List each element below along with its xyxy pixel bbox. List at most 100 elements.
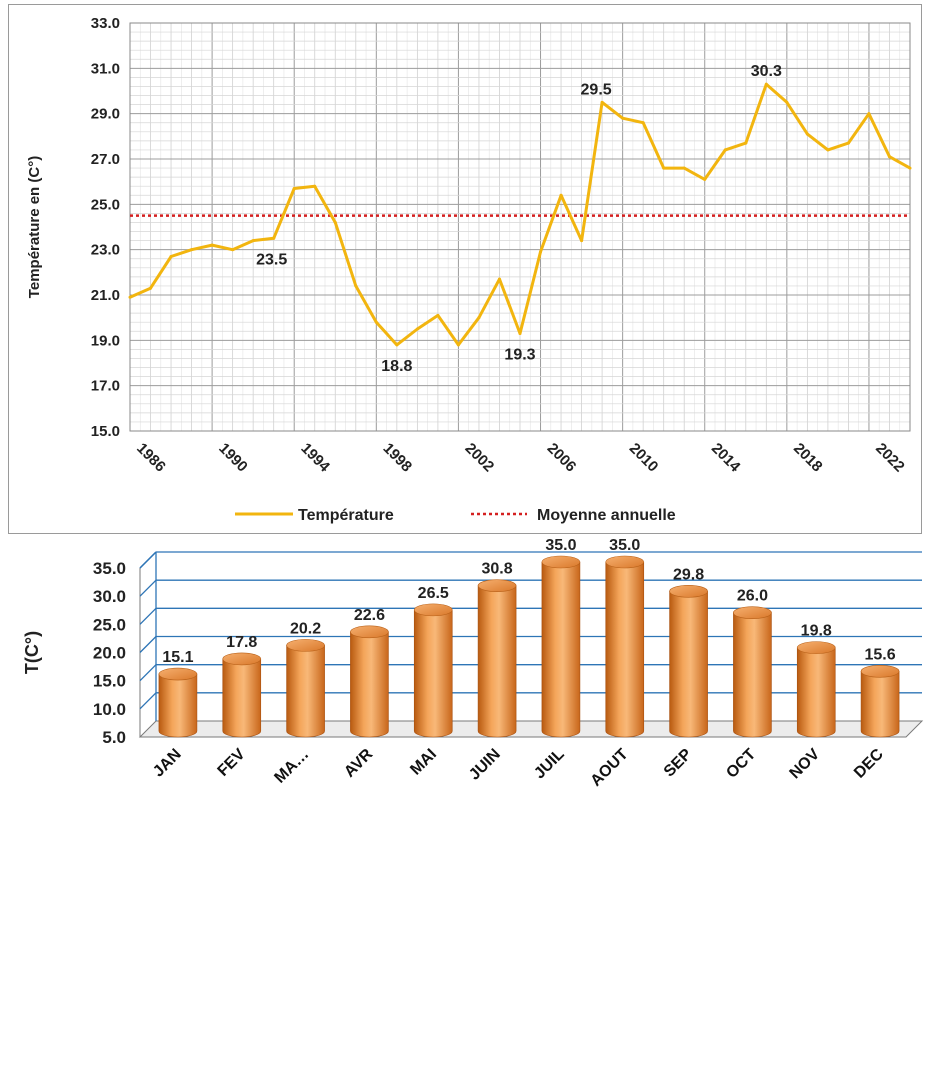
temperature-point bbox=[805, 132, 809, 136]
bar-avr bbox=[350, 625, 389, 738]
x-tick-label: DEC bbox=[851, 745, 887, 781]
bar-sep bbox=[669, 584, 708, 738]
bar-oct bbox=[733, 606, 772, 738]
x-tick-label: 2006 bbox=[544, 440, 580, 476]
bar-jan bbox=[158, 667, 198, 738]
temperature-point bbox=[436, 313, 440, 317]
x-tick-label: 1986 bbox=[133, 440, 169, 476]
y-tick-label: 27.0 bbox=[91, 151, 120, 168]
y-tick-label: 23.0 bbox=[91, 242, 120, 259]
temperature-point bbox=[251, 239, 255, 243]
bar-cap bbox=[541, 555, 581, 569]
bar-body bbox=[286, 645, 325, 738]
temperature-point bbox=[374, 320, 378, 324]
temperature-point bbox=[272, 236, 276, 240]
data-label: 26.0 bbox=[737, 588, 768, 605]
gridline-diagonal bbox=[139, 636, 157, 653]
temperature-points bbox=[128, 82, 912, 347]
bar-body bbox=[222, 658, 262, 738]
data-label: 15.1 bbox=[162, 649, 193, 666]
bar-body bbox=[669, 590, 708, 738]
data-label: 22.6 bbox=[354, 607, 385, 624]
x-tick-label: JUIN bbox=[466, 746, 504, 784]
gridline-diagonal bbox=[139, 579, 157, 597]
x-tick-label: SEP bbox=[661, 746, 696, 781]
bar-juin bbox=[477, 579, 517, 738]
bar-cap bbox=[158, 667, 198, 681]
bar-body bbox=[350, 631, 389, 738]
bar-body bbox=[477, 585, 517, 738]
y-tick-label: 15.0 bbox=[93, 672, 126, 691]
temperature-point bbox=[477, 316, 481, 320]
monthly-temperature-chart: 5.0 10.0 15.0 20.0 25.0 30.0 35.0 T(C°) 15.1 JAN 1… bbox=[0, 538, 928, 1068]
x-tick-label: 1994 bbox=[297, 440, 333, 476]
legend-temperature-label: Température bbox=[298, 507, 394, 524]
bar-cap bbox=[605, 555, 645, 569]
bar-body bbox=[541, 561, 581, 738]
temperature-point bbox=[559, 193, 563, 197]
temperature-point bbox=[887, 155, 891, 159]
bar-ma bbox=[286, 639, 325, 738]
bar-cap bbox=[413, 603, 453, 617]
temperature-point bbox=[744, 141, 748, 145]
bar-body bbox=[605, 561, 645, 738]
data-label: 19.3 bbox=[504, 347, 535, 364]
gridline-diagonal bbox=[139, 692, 157, 710]
bar-nov bbox=[796, 641, 836, 738]
temperature-point bbox=[518, 332, 522, 336]
x-tick-label: 2014 bbox=[708, 440, 744, 476]
data-label: 15.6 bbox=[865, 646, 896, 663]
temperature-point bbox=[867, 112, 871, 116]
y-tick-label: 19.0 bbox=[91, 332, 120, 349]
temperature-point bbox=[662, 166, 666, 170]
data-label: 20.2 bbox=[290, 620, 321, 637]
temperature-point bbox=[128, 295, 132, 299]
y-tick-label: 25.0 bbox=[91, 196, 120, 213]
annual-temperature-chart: 15.0 17.0 19.0 21.0 23.0 25.0 27.0 29.0 31.0 33.0… bbox=[8, 4, 922, 534]
bar-juil bbox=[541, 555, 581, 738]
y-tick-label: 20.0 bbox=[93, 644, 126, 663]
temperature-point bbox=[415, 327, 419, 331]
temperature-point bbox=[497, 277, 501, 281]
data-label: 35.0 bbox=[609, 538, 640, 554]
temperature-point bbox=[210, 243, 214, 247]
temperature-point bbox=[580, 239, 584, 243]
x-tick-label: 1998 bbox=[379, 440, 415, 476]
y-axis-title: T(C°) bbox=[22, 631, 42, 674]
x-tick-label: AVR bbox=[341, 745, 376, 780]
x-tick-label: NOV bbox=[787, 746, 824, 783]
bar-cap bbox=[286, 639, 325, 652]
temperature-point bbox=[826, 148, 830, 152]
bar-cap bbox=[733, 606, 772, 619]
temperature-point bbox=[846, 141, 850, 145]
bar-cap bbox=[860, 664, 900, 678]
bar-cap bbox=[350, 625, 389, 639]
bar-dec bbox=[860, 664, 900, 738]
y-tick-label: 25.0 bbox=[93, 615, 126, 634]
bar-cap bbox=[669, 584, 708, 598]
temperature-point bbox=[641, 121, 645, 125]
bar-body bbox=[733, 612, 772, 738]
x-tick-label: MAI bbox=[407, 746, 440, 779]
line-chart-grid bbox=[129, 22, 911, 432]
bar-cap bbox=[222, 652, 262, 666]
temperature-point bbox=[190, 248, 194, 252]
data-label: 30.3 bbox=[751, 63, 782, 80]
x-tick-label: 2022 bbox=[872, 440, 908, 476]
temperature-point bbox=[723, 148, 727, 152]
bar-floor bbox=[138, 720, 924, 738]
temperature-point bbox=[395, 343, 399, 347]
bars bbox=[158, 555, 900, 738]
temperature-point bbox=[539, 250, 543, 254]
temperature-point bbox=[621, 116, 625, 120]
x-tick-label: 2018 bbox=[790, 440, 826, 476]
line-plot-area-border bbox=[129, 22, 911, 432]
temperature-point bbox=[149, 286, 153, 290]
bar-body bbox=[158, 673, 198, 738]
x-tick-label: FEV bbox=[215, 746, 249, 780]
temperature-point bbox=[764, 82, 768, 86]
temperature-point bbox=[908, 166, 912, 170]
data-label: 26.5 bbox=[418, 585, 449, 602]
bar-body bbox=[796, 647, 836, 738]
temperature-point bbox=[354, 284, 358, 288]
